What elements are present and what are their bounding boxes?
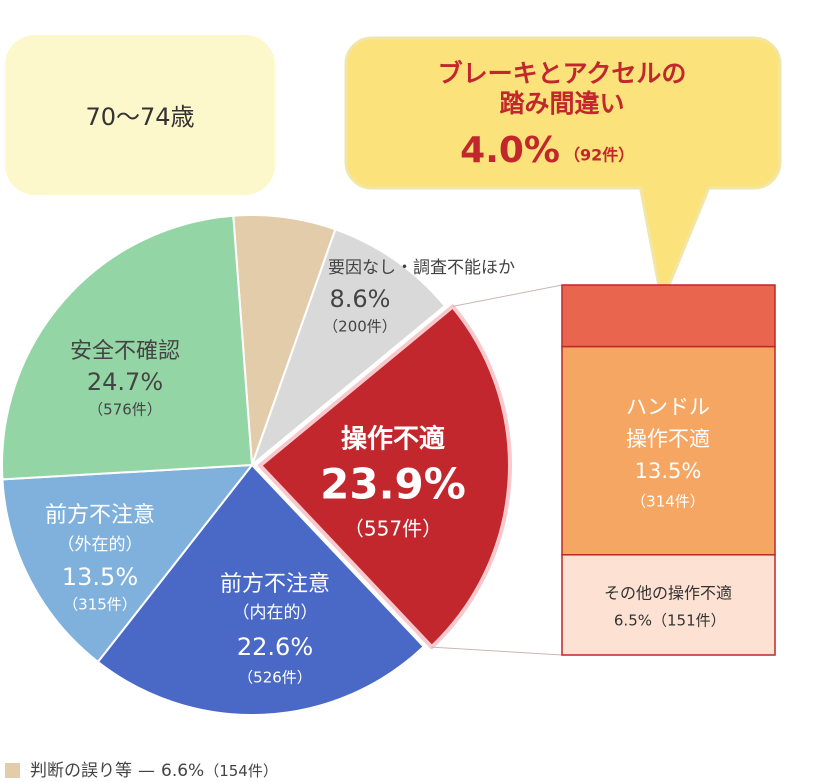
slice-value: 8.6% (330, 285, 391, 313)
slice-count: （315件） (63, 596, 137, 614)
callout-value: 4.0% (460, 130, 560, 171)
bar-label: 操作不適 (626, 427, 710, 451)
title-box (5, 35, 275, 195)
slice-count: （557件） (344, 517, 442, 541)
pie-slice (251, 228, 446, 466)
slice-label: 要因なし・調査不能ほか (328, 258, 515, 278)
legend-count: （154件） (204, 762, 278, 780)
legend-entry: 判断の誤り等 — 6.6%（154件） (30, 761, 278, 781)
legend-separator: — (138, 761, 155, 781)
pie-slice (257, 304, 512, 650)
slice-label: （内在的） (233, 603, 318, 623)
bar-label: ハンドル (626, 395, 710, 419)
slice-count: （200件） (323, 318, 397, 336)
bar-count: （314件） (631, 493, 705, 511)
legend-swatch (5, 763, 20, 778)
bar-value: 6.5% (614, 612, 652, 630)
legend-name: 判断の誤り等 (30, 761, 132, 781)
bar-segment (561, 345, 776, 556)
pie-slice (96, 464, 425, 716)
bar-count: （151件） (652, 612, 726, 630)
bar-value: 13.5% (635, 459, 702, 483)
bar-label: その他の操作不適 (604, 584, 732, 603)
slice-value: 24.7% (87, 368, 163, 396)
slice-label: 安全不確認 (70, 339, 180, 364)
slice-label: 前方不注意 (220, 572, 330, 597)
slice-value: 22.6% (237, 633, 313, 661)
connector (431, 646, 563, 656)
pie-slice (1, 214, 253, 481)
callout-count: （92件） (564, 146, 634, 165)
pie-slice (1, 464, 253, 663)
slice-value: 23.9% (320, 460, 466, 509)
chart-title: 70〜74歳 (85, 103, 194, 131)
slice-count: （576件） (88, 401, 162, 419)
callout-label: 踏み間違い (499, 89, 624, 118)
slice-label: （外在的） (58, 535, 143, 555)
slice-label: 前方不注意 (45, 503, 155, 528)
callout-label: ブレーキとアクセルの (438, 59, 687, 88)
slice-value: 13.5% (62, 563, 138, 591)
legend-value: 6.6% (161, 761, 204, 781)
callout-tail-fill (642, 184, 708, 296)
slice-label: 操作不適 (341, 424, 445, 455)
callout-box (344, 36, 782, 190)
bar-segment (561, 284, 776, 348)
slice-count: （526件） (238, 669, 312, 687)
callout (344, 36, 782, 308)
connector (452, 284, 563, 307)
bar-segment (561, 554, 776, 656)
